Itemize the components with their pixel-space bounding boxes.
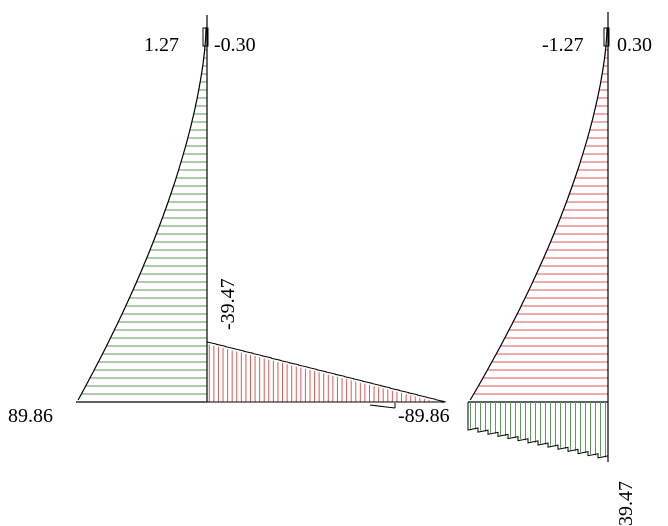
left-diagram-outline — [77, 27, 207, 401]
right-green-hatching — [470, 402, 606, 458]
label-right-top-right: 0.30 — [617, 34, 652, 56]
right-step-outline — [467, 402, 609, 460]
label-left-top-left: 1.27 — [144, 34, 179, 56]
right-column-diagram — [467, 12, 610, 462]
beam-step-outline — [206, 341, 446, 409]
label-center-bottom: -89.86 — [398, 405, 450, 427]
label-left-mid-vertical: -39.47 — [217, 278, 239, 330]
left-green-hatching — [81, 49, 207, 395]
left-top-box — [202, 27, 209, 47]
left-column-diagram — [76, 15, 209, 403]
right-diagram-outline — [469, 27, 608, 401]
beam-red-hatching — [208, 344, 444, 404]
label-left-bottom: 89.86 — [8, 405, 53, 427]
right-red-hatching — [473, 49, 608, 395]
right-top-box — [603, 27, 610, 47]
beam-diagram — [206, 341, 446, 409]
label-right-bottom-vertical: 39.47 — [615, 481, 637, 526]
label-left-top-right: -0.30 — [214, 34, 256, 56]
label-right-top-left: -1.27 — [542, 34, 584, 56]
